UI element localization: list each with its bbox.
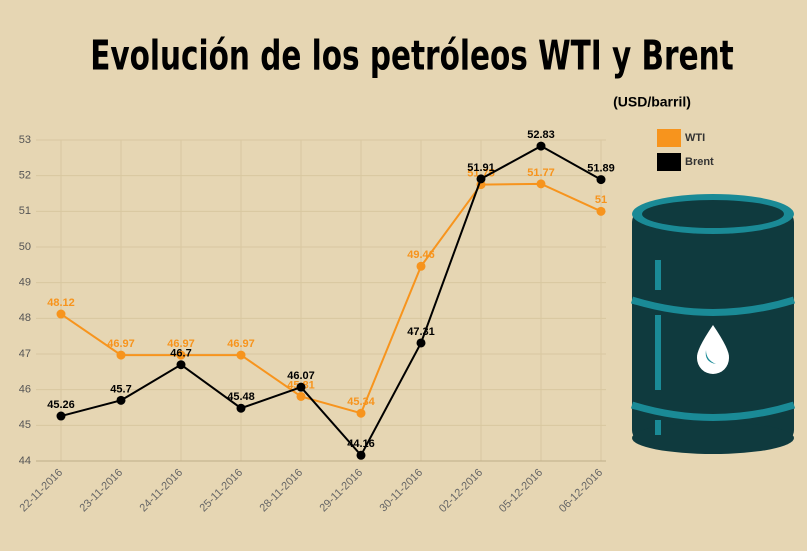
data-label: 46.97 [227, 338, 255, 350]
legend-swatch [657, 153, 681, 171]
y-tick-label: 48 [19, 312, 31, 324]
barrel [630, 194, 796, 454]
point [416, 338, 426, 348]
data-label: 52.83 [527, 129, 555, 141]
chart-subtitle: (USD/barril) [613, 94, 691, 110]
series-line [60, 182, 602, 415]
data-label: 51.91 [467, 162, 495, 174]
point [596, 175, 606, 185]
y-tick-label: 45 [19, 419, 31, 431]
point [296, 382, 306, 392]
y-tick-label: 44 [19, 455, 31, 467]
data-label: 47.31 [407, 326, 435, 338]
point [56, 309, 66, 319]
data-label: 44.16 [347, 438, 375, 450]
point [116, 395, 126, 405]
legend-label: Brent [685, 156, 714, 168]
y-tick-label: 50 [19, 241, 31, 253]
y-tick-label: 52 [19, 170, 31, 182]
point [356, 408, 366, 418]
data-label: 46.97 [107, 338, 135, 350]
point [416, 261, 426, 271]
data-label: 45.26 [47, 399, 75, 411]
data-label: 46.07 [287, 370, 315, 382]
y-tick-label: 47 [19, 348, 31, 360]
point [536, 141, 546, 151]
data-label: 45.48 [227, 391, 255, 403]
point [56, 411, 66, 421]
point [536, 179, 546, 189]
data-label: 45.34 [347, 396, 375, 408]
point [176, 350, 186, 360]
data-label: 48.12 [47, 297, 75, 309]
point [596, 206, 606, 216]
point [236, 350, 246, 360]
data-label: 46.97 [167, 338, 195, 350]
legend-swatch [657, 129, 681, 147]
chart-title: Evolución de los petróleos WTI y Brent [90, 33, 733, 80]
point [356, 450, 366, 460]
point [476, 174, 486, 184]
data-label: 51.77 [527, 167, 555, 179]
data-label: 45.7 [110, 383, 131, 395]
legend-label: WTI [685, 132, 705, 144]
data-label: 46.7 [170, 348, 191, 360]
data-label: 49.46 [407, 249, 435, 261]
y-tick-label: 49 [19, 277, 31, 289]
point [236, 403, 246, 413]
point [176, 360, 186, 370]
data-label: 51.75 [467, 167, 495, 179]
point [116, 350, 126, 360]
y-tick-label: 53 [19, 134, 31, 146]
series-line [60, 144, 602, 458]
data-label: 51 [595, 194, 607, 206]
y-tick-label: 46 [19, 384, 31, 396]
point [296, 391, 306, 401]
y-tick-label: 51 [19, 205, 31, 217]
data-label: 51.89 [587, 162, 615, 174]
